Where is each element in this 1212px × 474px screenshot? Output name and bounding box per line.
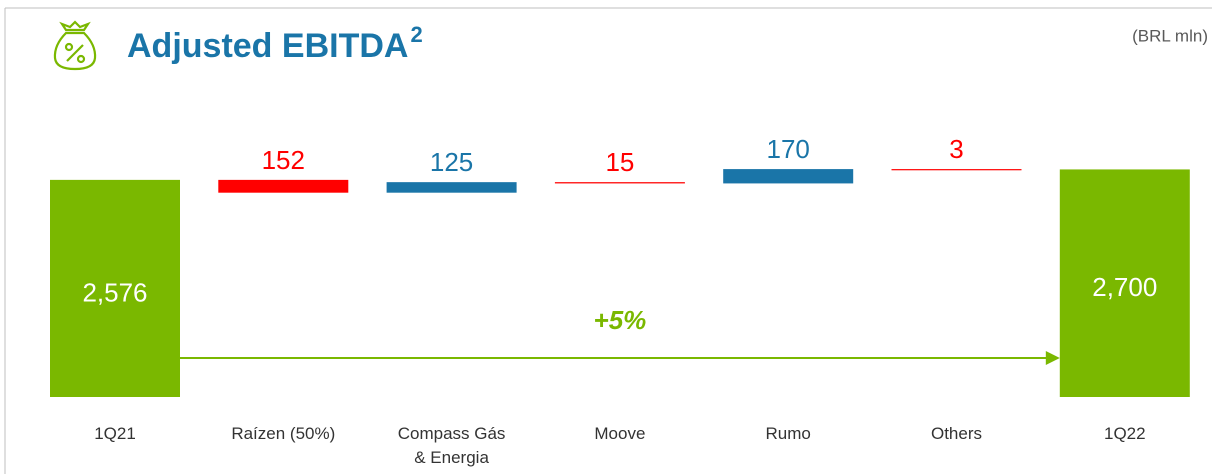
bar xyxy=(218,179,349,193)
x-tick-label: Raízen (50%) xyxy=(231,424,336,443)
x-tick-label: Rumo xyxy=(765,424,811,443)
value-label: 152 xyxy=(262,145,305,175)
annotation: +5% xyxy=(594,305,647,335)
bar xyxy=(386,182,517,193)
value-label: 2,576 xyxy=(82,277,147,307)
value-label: 2,700 xyxy=(1092,272,1157,302)
bar xyxy=(723,169,854,184)
growth-arrowhead xyxy=(1045,351,1060,365)
x-tick-label: Others xyxy=(930,424,983,443)
bar xyxy=(891,169,1022,171)
bar xyxy=(554,182,685,184)
value-label: 15 xyxy=(605,147,634,177)
x-tick-label: 1Q21 xyxy=(94,424,136,443)
bar xyxy=(50,179,180,397)
title-superscript: 2 xyxy=(410,22,422,47)
x-tick-label: Moove xyxy=(594,424,646,443)
value-label: 170 xyxy=(767,134,810,164)
x-tick-label: 1Q22 xyxy=(1104,424,1146,443)
value-label: 125 xyxy=(430,147,473,177)
bar xyxy=(1059,169,1190,397)
unit-label: (BRL mln) xyxy=(1132,26,1208,45)
value-label: 3 xyxy=(949,134,963,164)
icon xyxy=(53,20,97,71)
chart-title: Adjusted EBITDA xyxy=(127,27,408,65)
x-tick-label: Compass Gás & Energia xyxy=(397,424,506,467)
